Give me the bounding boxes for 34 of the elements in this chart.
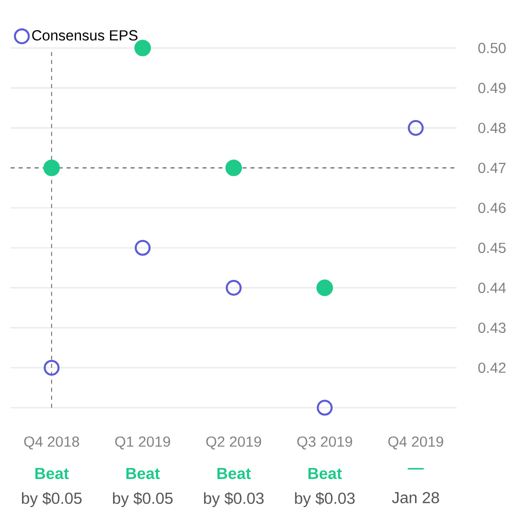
point [44,360,60,376]
point [134,240,151,256]
y-tick-label: 0.48 [478,122,506,134]
y-tick-label: 0.46 [478,202,506,214]
text: Beat [126,468,160,480]
text: Jan 28 [392,492,440,504]
text: by $0.05 [22,492,82,508]
y-tick-label: 0.44 [478,282,506,294]
y-tick-label: 0.45 [478,242,506,254]
point [408,120,424,136]
x-tick-label: Q2 2019 [206,436,262,450]
text: Beat [218,468,251,480]
point [316,400,333,416]
point [226,160,242,176]
point [226,280,242,296]
legend-label: Consensus EPS [32,30,138,41]
text: by $0.03 [295,492,355,508]
point [134,40,152,56]
x-tick-label: Q4 2019 [388,436,444,450]
y-tick-label: 0.47 [478,162,506,174]
text: — [408,468,424,470]
text: by $0.03 [204,492,264,508]
text: Beat [308,468,342,480]
x-tick-label: Q1 2019 [115,436,170,450]
text: 0.50 [478,42,506,54]
point [44,160,60,176]
x-tick-label: Q3 2019 [297,436,352,450]
text: by $0.05 [113,492,173,508]
y-tick-label: 0.43 [478,322,506,333]
text: Beat [36,468,69,480]
text: 0.42 [478,362,506,373]
x-tick-label: Q4 2018 [24,436,80,450]
y-tick-label: 0.49 [478,82,506,94]
point [316,280,334,296]
